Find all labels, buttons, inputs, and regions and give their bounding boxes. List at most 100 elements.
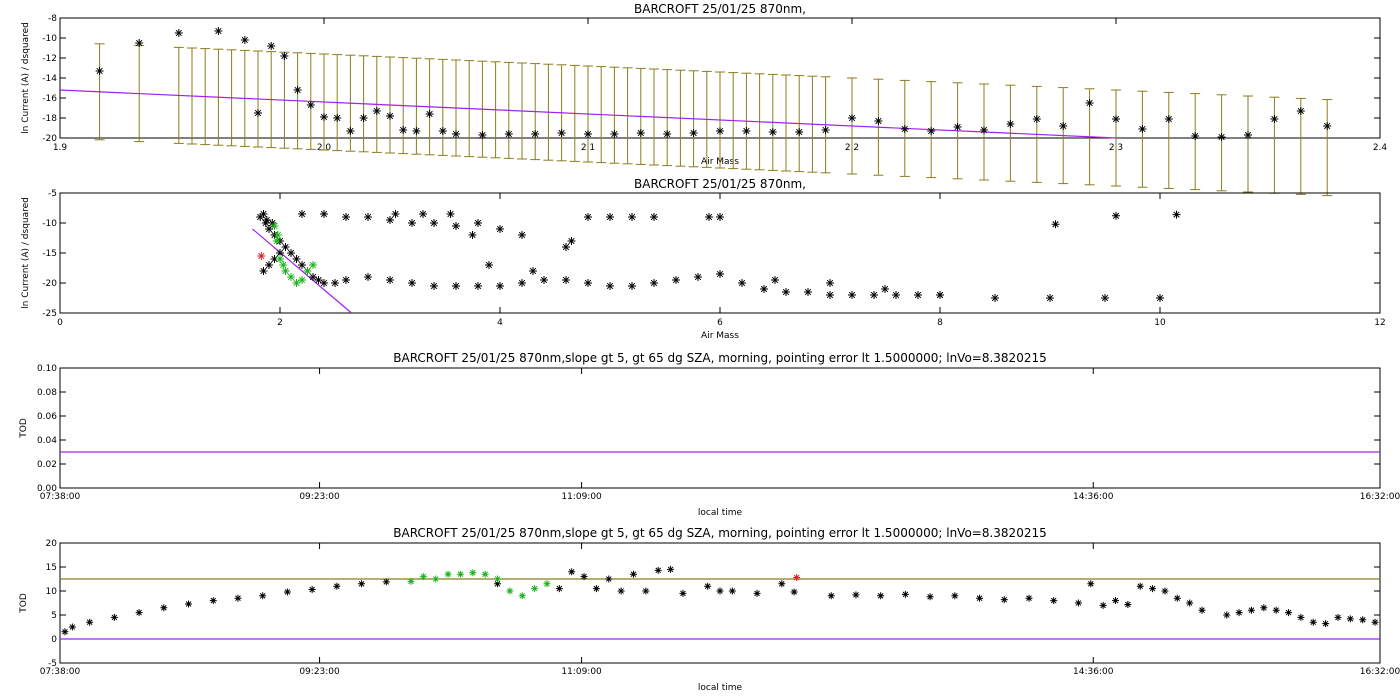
panel-1-ticks: 1.9 2.0 2.1 2.2 2.3 2.4-20-18-16-14-12-10-8 [42,14,1387,153]
data-point [1085,99,1094,107]
data-point [430,219,438,227]
selected-point [481,570,489,578]
x-tick-label: 6 [717,318,723,328]
panel-2-points [256,210,1181,302]
data-point [1247,606,1255,614]
data-point [468,231,477,239]
data-point [870,291,878,299]
y-tick-label: 0.08 [37,388,57,398]
panel-4-plot-area [59,542,1381,664]
data-point [1112,597,1120,605]
y-tick-label: 0 [51,635,57,645]
data-point [1156,294,1164,302]
data-point [268,219,277,227]
data-point [562,276,570,284]
x-tick-label: 07:38:00 [40,667,81,677]
data-point [283,588,291,596]
data-point [452,130,460,138]
selected-point [506,587,514,595]
data-point [399,126,408,134]
panel-2-fit-line [252,228,352,314]
data-point [826,291,834,299]
data-point [953,123,962,131]
data-point [270,255,279,263]
data-point [1099,601,1107,609]
data-point [265,225,273,233]
data-point [1309,618,1317,626]
data-point [494,580,502,588]
data-point [738,279,746,287]
data-point [663,130,672,138]
data-point [1112,115,1120,123]
data-point [306,101,315,109]
data-point [704,582,712,590]
x-tick-label: 14:36:00 [1073,492,1114,502]
data-point [900,125,909,133]
data-point [874,117,883,125]
data-point [1223,611,1231,619]
data-point [606,213,614,221]
y-tick-label: 0.06 [37,412,57,422]
data-point [174,29,183,37]
data-point [331,279,339,287]
data-point [185,600,193,608]
panel-4-xlabel: local time [698,683,743,693]
data-point [261,219,270,227]
data-point [790,588,798,596]
data-point [280,52,289,60]
data-point [1191,132,1200,140]
data-point [267,42,276,50]
data-point [584,130,592,138]
data-point [452,282,460,290]
y-tick-label: 0.04 [37,436,57,446]
data-point [358,580,366,588]
data-point [529,267,537,275]
data-point [1059,122,1068,130]
data-point [881,285,889,293]
selected-point [407,577,415,585]
panel-2-xlabel: Air Mass [701,331,739,341]
y-tick-label: -10 [42,219,57,229]
data-point [848,114,856,122]
data-point [320,279,328,287]
data-point [293,86,302,94]
y-tick-label: -18 [42,114,57,124]
data-point [555,585,563,593]
selected-point [303,267,312,275]
data-point [540,276,548,284]
data-point [1285,609,1293,617]
data-point [276,249,284,257]
data-point [259,210,268,218]
data-point [496,282,504,290]
data-point [386,112,394,120]
data-point [364,213,372,221]
data-point [1161,587,1169,595]
x-tick-label: 16:32:00 [1360,492,1400,502]
data-point [265,261,273,269]
data-point [826,279,834,287]
data-point [705,213,713,221]
data-point [438,127,447,135]
data-point [768,128,777,136]
data-point [795,128,804,136]
selected-point [270,222,279,230]
data-point [1006,120,1015,128]
data-point [689,129,698,137]
selected-point [309,261,317,269]
y-tick-label: -20 [42,279,57,289]
data-point [679,589,687,597]
selected-point [531,585,539,593]
selected-point [456,570,464,578]
data-point [309,273,317,281]
data-point [584,213,592,221]
data-point [827,592,835,600]
selected-point [272,237,281,245]
data-point [504,130,513,138]
y-tick-label: -10 [42,34,57,44]
panel-1-title: BARCROFT 25/01/25 870nm, [634,2,806,16]
data-point [694,273,702,281]
data-point [320,113,328,121]
data-point [430,282,438,290]
data-point [914,291,922,299]
data-point [256,213,265,221]
